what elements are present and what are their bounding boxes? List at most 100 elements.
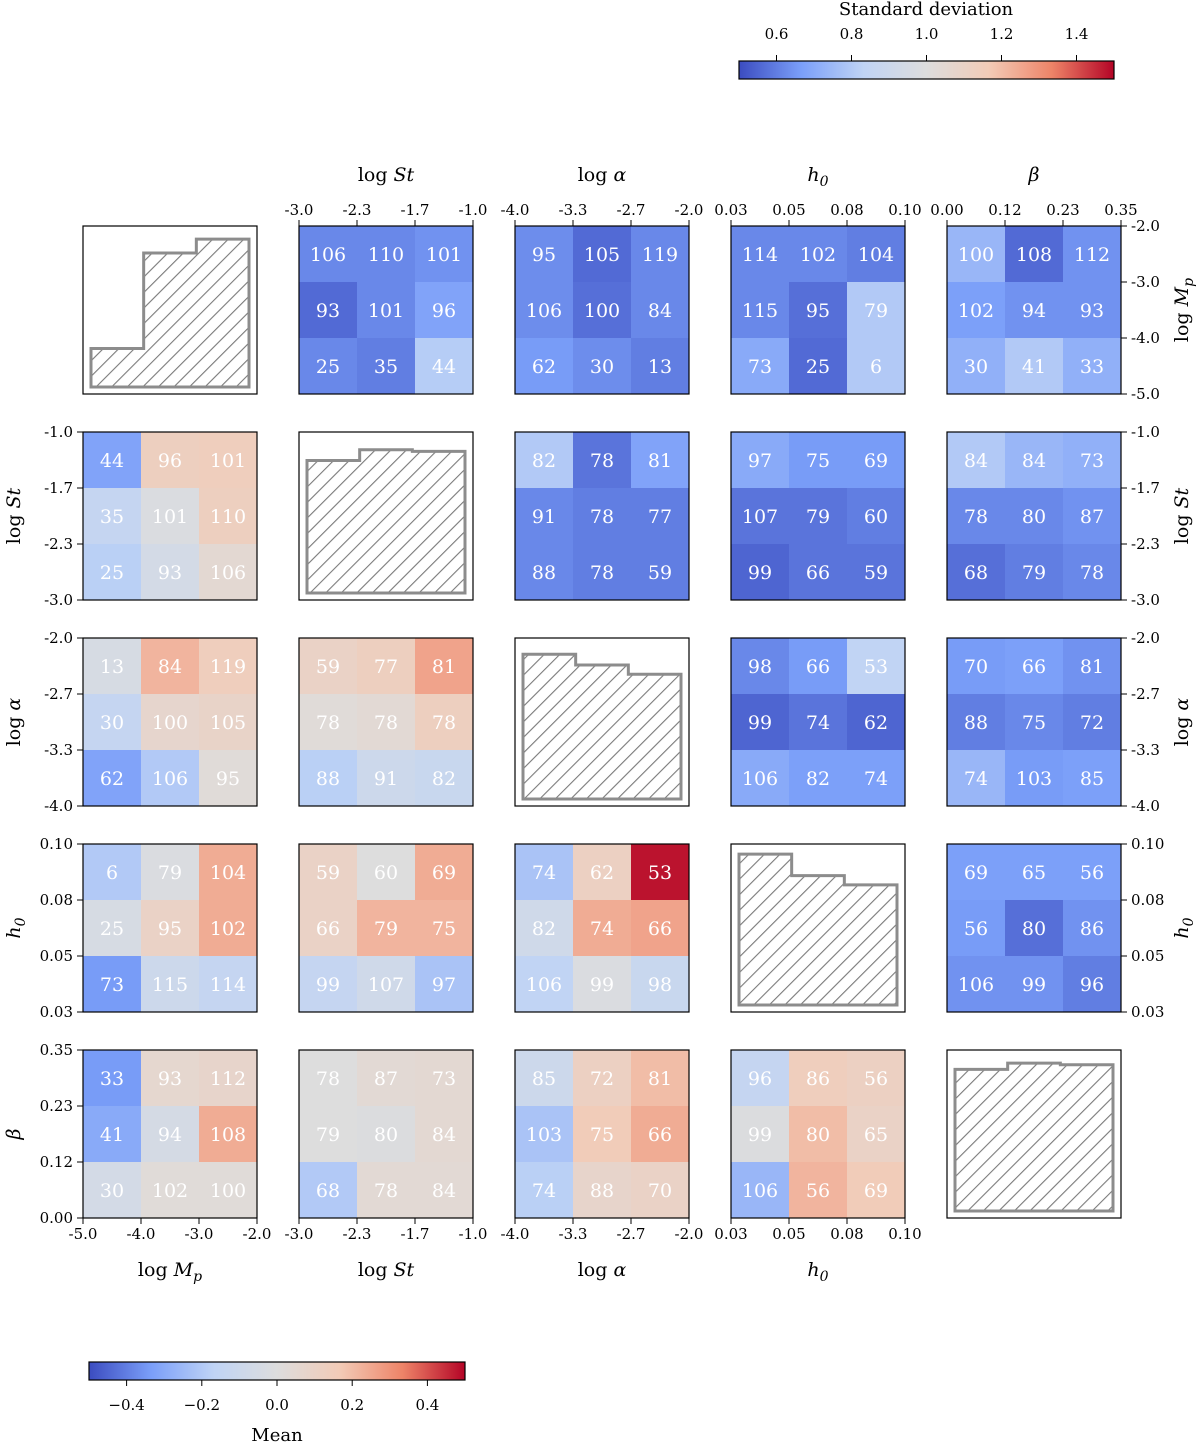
cell-count-label: 62: [590, 862, 614, 884]
left-axis-title-alpha: log α: [3, 698, 25, 747]
heatmap-cell: [415, 1050, 474, 1107]
cell-count-label: 56: [864, 1068, 888, 1090]
lower-panel-h0-vs-St: 59 60 69 66 79 75 99 107 97: [298, 843, 474, 1013]
heatmap-cell: [573, 1162, 632, 1219]
tick-label: -2.7: [617, 1225, 646, 1243]
tick-label: -3.0: [1131, 591, 1160, 609]
cell-count-label: 84: [432, 1124, 456, 1146]
cell-count-label: 59: [316, 656, 340, 678]
cell-count-label: 88: [316, 768, 340, 790]
heatmap-cell: [1005, 750, 1064, 807]
cell-count-label: 82: [432, 768, 456, 790]
cell-count-label: 82: [806, 768, 830, 790]
cell-count-label: 85: [532, 1068, 556, 1090]
cell-count-label: 6: [870, 356, 882, 378]
cell-count-label: 108: [1016, 244, 1052, 266]
cell-count-label: 96: [748, 1068, 772, 1090]
top-axis-title-St: log St: [358, 164, 415, 186]
heatmap-cell: [141, 956, 200, 1013]
heatmap-cell: [199, 956, 258, 1013]
heatmap-cell: [415, 844, 474, 901]
heatmap-cell: [515, 1106, 574, 1163]
cell-count-label: 35: [374, 356, 398, 378]
tick-label: -1.7: [44, 479, 73, 497]
upper-panel-h0-vs-beta: 69 65 56 56 80 86 106 99 96: [946, 843, 1122, 1013]
tick-label: -3.0: [1131, 273, 1160, 291]
heatmap-cell: [573, 488, 632, 545]
cell-count-label: 91: [374, 768, 398, 790]
cell-count-label: 100: [210, 1180, 246, 1202]
cell-count-label: 103: [526, 1124, 562, 1146]
mean-colorbar: −0.4 −0.2 0.0 0.2 0.4 Mean: [88, 1361, 466, 1443]
cell-count-label: 105: [210, 712, 246, 734]
tick-label: 0.35: [1104, 201, 1137, 219]
tick-label: -2.7: [617, 201, 646, 219]
heatmap-cell: [415, 638, 474, 695]
heatmap-cell: [299, 1162, 358, 1219]
tick-label: -4.0: [1131, 329, 1160, 347]
cell-count-label: 68: [316, 1180, 340, 1202]
heatmap-cell: [141, 844, 200, 901]
heatmap-cell: [631, 488, 690, 545]
colorbar-tick-label: −0.2: [184, 1396, 220, 1414]
lower-panel-beta-vs-h0: 96 86 56 99 80 65 106 56 69: [730, 1049, 906, 1219]
diagonal-histogram-St: [298, 431, 474, 601]
heatmap-cell: [415, 694, 474, 751]
heatmap-cell: [789, 1106, 848, 1163]
cell-count-label: 73: [1080, 450, 1104, 472]
cell-count-label: 106: [742, 1180, 778, 1202]
cell-count-label: 53: [648, 862, 672, 884]
tick-label: -2.7: [44, 685, 73, 703]
tick-label: -3.3: [44, 741, 73, 759]
cell-count-label: 100: [958, 244, 994, 266]
cell-count-label: 99: [748, 712, 772, 734]
cell-count-label: 30: [100, 712, 124, 734]
cell-count-label: 79: [374, 918, 398, 940]
cell-count-label: 60: [864, 506, 888, 528]
heatmap-cell: [199, 750, 258, 807]
upper-panel-alpha-vs-beta: 70 66 81 88 75 72 74 103 85: [946, 637, 1122, 807]
heatmap-cell: [947, 544, 1006, 601]
cell-count-label: 102: [800, 244, 836, 266]
cell-count-label: 69: [864, 450, 888, 472]
cell-count-label: 56: [1080, 862, 1104, 884]
cell-count-label: 30: [100, 1180, 124, 1202]
cell-count-label: 104: [210, 862, 246, 884]
tick-label: -5.0: [1131, 385, 1160, 403]
heatmap-cell: [1063, 226, 1122, 283]
cell-count-label: 79: [316, 1124, 340, 1146]
upper-panel-Mp-vs-h0: 114 102 104 115 95 79 73 25 6: [730, 225, 906, 395]
heatmap-cell: [947, 750, 1006, 807]
heatmap-cell: [731, 694, 790, 751]
heatmap-cell: [141, 1106, 200, 1163]
heatmap-cell: [631, 226, 690, 283]
cell-count-label: 99: [316, 974, 340, 996]
top-axis-title-beta: β: [1028, 164, 1040, 186]
heatmap-cell: [947, 638, 1006, 695]
left-axis-title-beta: β: [3, 1128, 25, 1140]
heatmap-cell: [199, 544, 258, 601]
cell-count-label: 78: [374, 712, 398, 734]
cell-count-label: 78: [590, 506, 614, 528]
heatmap-cell: [299, 694, 358, 751]
cell-count-label: 66: [648, 1124, 672, 1146]
heatmap-cell: [515, 432, 574, 489]
heatmap-cell: [515, 226, 574, 283]
heatmap-cell: [731, 338, 790, 395]
panel-frame: [298, 637, 474, 807]
upper-panel-alpha-vs-h0: 98 66 53 99 74 62 106 82 74: [730, 637, 906, 807]
tick-label: -5.0: [69, 1225, 98, 1243]
heatmap-cell: [141, 1162, 200, 1219]
tick-label: -2.0: [44, 629, 73, 647]
heatmap-cell: [847, 226, 906, 283]
heatmap-cell: [847, 338, 906, 395]
cell-count-label: 112: [1074, 244, 1110, 266]
tick-label: -3.3: [559, 201, 588, 219]
panel-frame: [82, 431, 258, 601]
std-colorbar-bar: [738, 60, 1115, 80]
heatmap-cell: [199, 694, 258, 751]
panel-frame: [298, 431, 474, 601]
cell-count-label: 74: [964, 768, 988, 790]
heatmap-cell: [1005, 844, 1064, 901]
cell-count-label: 78: [964, 506, 988, 528]
